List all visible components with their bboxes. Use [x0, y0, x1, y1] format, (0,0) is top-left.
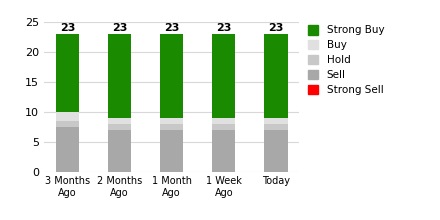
- Legend: Strong Buy, Buy, Hold, Sell, Strong Sell: Strong Buy, Buy, Hold, Sell, Strong Sell: [307, 24, 385, 96]
- Bar: [108, 118, 131, 124]
- Text: 23: 23: [60, 23, 75, 33]
- Bar: [264, 34, 288, 118]
- Text: 23: 23: [268, 23, 283, 33]
- Bar: [212, 130, 235, 172]
- Bar: [264, 124, 288, 130]
- Bar: [212, 118, 235, 124]
- Bar: [264, 118, 288, 124]
- Bar: [212, 34, 235, 118]
- Text: 23: 23: [164, 23, 179, 33]
- Bar: [160, 34, 183, 118]
- Bar: [160, 124, 183, 130]
- Bar: [108, 124, 131, 130]
- Bar: [55, 34, 79, 112]
- Bar: [160, 118, 183, 124]
- Bar: [108, 130, 131, 172]
- Bar: [160, 130, 183, 172]
- Text: 23: 23: [112, 23, 127, 33]
- Bar: [55, 121, 79, 127]
- Bar: [264, 130, 288, 172]
- Bar: [212, 124, 235, 130]
- Bar: [55, 127, 79, 172]
- Text: 23: 23: [216, 23, 231, 33]
- Bar: [55, 112, 79, 121]
- Bar: [108, 34, 131, 118]
